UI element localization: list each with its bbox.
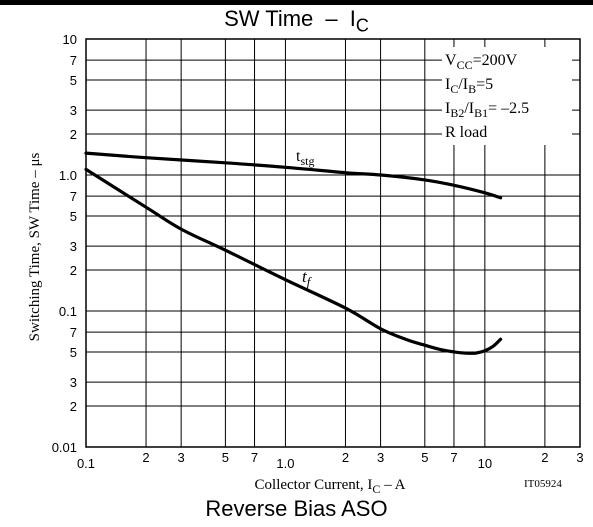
x-tick-label: 2 — [342, 450, 349, 465]
x-tick-label: 7 — [450, 450, 457, 465]
y-tick-label: 2 — [70, 399, 77, 414]
y-tick-label: 7 — [70, 189, 77, 204]
figure-code: IT05924 — [524, 478, 562, 490]
y-tick-label: 7 — [70, 53, 77, 68]
title-subscript: C — [355, 15, 369, 36]
plot-border — [85, 38, 581, 448]
y-tick-label: 5 — [70, 345, 77, 360]
tick-labels: 0.1 2 3 5 7 1.0 2 3 5 7 10 2 3 0.01 2 3 5 7 0.1 2 3 5 7 1.0 2 3 5 7… — [52, 32, 584, 471]
condition-ic-ib: IC/IB=5 — [445, 76, 493, 96]
x-tick-label: 3 — [377, 450, 384, 465]
x-tick-label: 0.1 — [77, 456, 95, 471]
curve-t-f — [84, 167, 503, 355]
y-tick-label: 0.01 — [52, 440, 77, 455]
title-symbol: I — [349, 6, 356, 31]
y-tick-label: 3 — [70, 103, 77, 118]
y-tick-label: 10 — [63, 32, 77, 47]
title-text: SW Time — [224, 6, 314, 31]
y-tick-label: 7 — [70, 325, 77, 340]
grid — [85, 38, 581, 448]
x-tick-label: 5 — [421, 450, 428, 465]
y-tick-label: 2 — [70, 263, 77, 278]
x-tick-label: 10 — [478, 456, 492, 471]
y-tick-label: 2 — [70, 127, 77, 142]
condition-load: R load — [445, 124, 487, 141]
x-tick-label: 2 — [541, 450, 548, 465]
series-label-tf: tf — [302, 267, 313, 289]
conditions-background — [442, 47, 572, 145]
x-tick-label: 2 — [142, 450, 149, 465]
plot-frame — [85, 38, 581, 448]
x-tick-label: 3 — [178, 450, 185, 465]
y-tick-label: 3 — [70, 239, 77, 254]
x-tick-label: 5 — [222, 450, 229, 465]
next-chart-title: Reverse Bias ASO — [205, 496, 388, 521]
x-tick-label: 7 — [251, 450, 258, 465]
chart-title: SW Time – IC — [0, 6, 593, 36]
y-tick-label: 5 — [70, 73, 77, 88]
y-tick-label: 0.1 — [59, 304, 77, 319]
condition-vcc: VCC=200V — [445, 52, 518, 72]
title-dash: – — [325, 6, 338, 31]
x-tick-label: 1.0 — [276, 456, 294, 471]
y-axis-label: Switching Time, SW Time – μs — [27, 153, 43, 342]
y-tick-label: 1.0 — [59, 168, 77, 183]
y-tick-label: 5 — [70, 209, 77, 224]
y-tick-label: 3 — [70, 375, 77, 390]
x-tick-label: 3 — [576, 450, 583, 465]
curve-t-stg — [84, 151, 503, 200]
top-rule — [0, 0, 593, 5]
curves — [84, 151, 503, 355]
condition-ib2-ib1: IB2/IB1= –2.5 — [445, 100, 529, 120]
series-label-tstg: tstg — [296, 148, 314, 168]
x-axis-label: Collector Current, IC – A — [255, 477, 406, 496]
conditions-box: VCC=200V IC/IB=5 IB2/IB1= –2.5 R load — [442, 47, 572, 145]
